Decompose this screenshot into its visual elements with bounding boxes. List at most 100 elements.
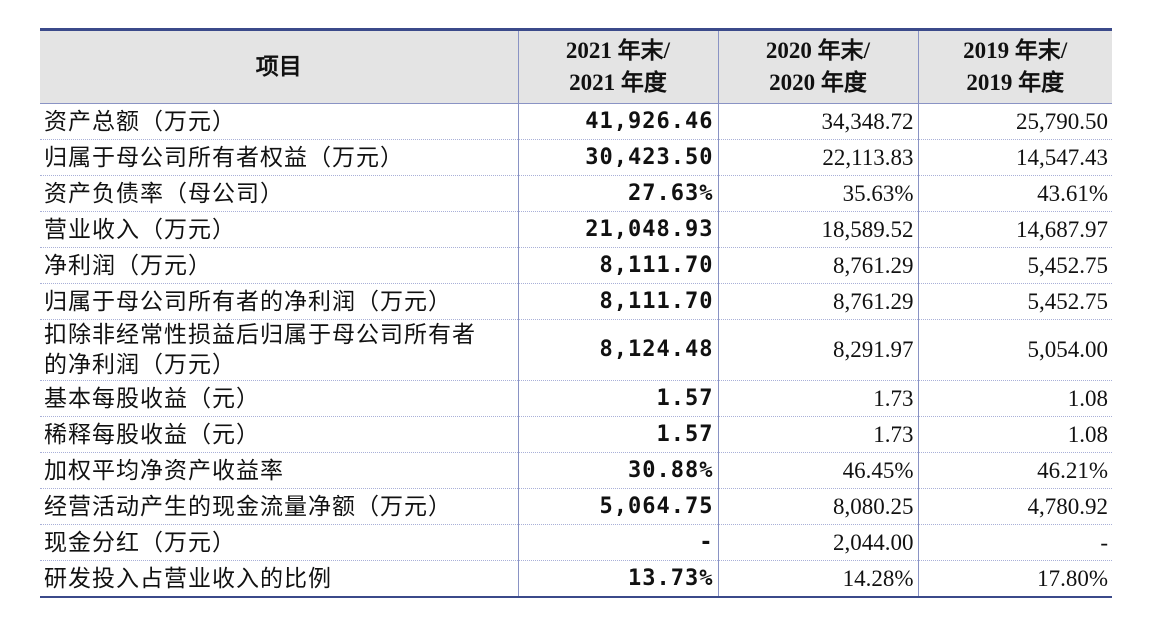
value-cell: 1.57 [517,380,718,417]
header-row: 项目 2021 年末/2021 年度 2020 年末/2020 年度 2019 年末/… [40,29,1112,104]
cell-text: 经营活动产生的现金流量净额（万元） [44,493,452,519]
value-cell: 1.57 [517,416,718,453]
value-cell: - [517,524,718,561]
header-cell: 项目 [40,29,518,104]
value-cell: 17.80% [917,560,1112,598]
cell-text: 21,048.93 [585,216,714,242]
table-row: 稀释每股收益（元） 1.57 1.73 1.08 [40,416,1112,453]
value-cell: 14.28% [717,560,918,598]
cell-text: 扣除非经常性损益后归属于母公司所有者的净利润（万元） [44,322,476,377]
cell-text: 1.57 [656,421,714,447]
row-label: 资产负债率（母公司） [40,175,518,212]
cell-text: 30.88% [628,457,714,483]
value-cell: 8,291.97 [717,319,918,381]
cell-text: 13.73% [628,565,714,591]
cell-text: 8,080.25 [833,493,914,519]
value-cell: 5,452.75 [917,283,1112,320]
table-row: 扣除非经常性损益后归属于母公司所有者的净利润（万元） 8,124.48 8,291.… [40,319,1112,381]
cell-text: 4,780.92 [1027,493,1109,519]
header-text: 2020 年度 [769,70,867,95]
cell-text: 5,452.75 [1027,252,1109,278]
value-cell: 43.61% [917,175,1112,212]
cell-text: 34,348.72 [821,108,914,134]
value-cell: 41,926.46 [517,103,718,140]
cell-text: 8,761.29 [833,288,914,314]
cell-text: 27.63% [628,180,714,206]
table-row: 加权平均净资产收益率 30.88% 46.45% 46.21% [40,452,1112,489]
cell-text: 资产总额（万元） [44,108,236,134]
cell-text: 1.73 [873,385,914,411]
cell-text: 22,113.83 [822,144,914,170]
value-cell: 5,064.75 [517,488,718,525]
row-label: 营业收入（万元） [40,211,518,248]
table-row: 研发投入占营业收入的比例 13.73% 14.28% 17.80% [40,560,1112,598]
cell-text: 30,423.50 [585,144,714,170]
table-row: 基本每股收益（元） 1.57 1.73 1.08 [40,380,1112,417]
cell-text: 14,547.43 [1016,144,1108,170]
value-cell: 8,111.70 [517,283,718,320]
cell-text: 17.80% [1037,565,1108,591]
value-cell: 34,348.72 [717,103,918,140]
value-cell: 5,452.75 [917,247,1112,284]
cell-text: 研发投入占营业收入的比例 [44,565,332,591]
cell-text: 归属于母公司所有者权益（万元） [44,144,404,170]
row-label: 现金分红（万元） [40,524,518,561]
cell-text: 资产负债率（母公司） [44,180,284,206]
value-cell: 1.08 [917,416,1112,453]
value-cell: - [917,524,1112,561]
row-label: 归属于母公司所有者的净利润（万元） [40,283,518,320]
cell-text: 基本每股收益（元） [44,385,260,411]
value-cell: 30,423.50 [517,139,718,176]
table-row: 归属于母公司所有者的净利润（万元） 8,111.70 8,761.29 5,452.7… [40,283,1112,320]
cell-text: 5,054.00 [1027,337,1109,362]
header-text: 2021 年度 [569,70,667,95]
financial-table: 项目 2021 年末/2021 年度 2020 年末/2020 年度 2019 年末/… [40,28,1112,598]
table-row: 现金分红（万元） - 2,044.00 - [40,524,1112,561]
cell-text: 35.63% [842,180,914,206]
cell-text: 净利润（万元） [44,252,212,278]
row-label: 稀释每股收益（元） [40,416,518,453]
cell-text: 18,589.52 [821,216,914,242]
header-text: 2021 年末/ [565,38,671,63]
cell-text: 1.08 [1067,421,1108,447]
header-text: 2020 年末/ [765,38,871,63]
table-row: 营业收入（万元） 21,048.93 18,589.52 14,687.97 [40,211,1112,248]
cell-text: 现金分红（万元） [44,529,236,555]
cell-text: 加权平均净资产收益率 [44,457,284,483]
header-cell: 2021 年末/2021 年度 [517,29,718,104]
cell-text: 25,790.50 [1016,108,1108,134]
row-label: 扣除非经常性损益后归属于母公司所有者的净利润（万元） [40,319,518,381]
cell-text: 稀释每股收益（元） [44,421,260,447]
header-text: 2019 年末/ [963,38,1068,63]
cell-text: - [699,529,714,555]
value-cell: 21,048.93 [517,211,718,248]
cell-text: 41,926.46 [585,108,714,134]
table-header: 项目 2021 年末/2021 年度 2020 年末/2020 年度 2019 年末/… [40,29,1112,104]
value-cell: 4,780.92 [917,488,1112,525]
row-label: 加权平均净资产收益率 [40,452,518,489]
table-row: 资产总额（万元） 41,926.46 34,348.72 25,790.50 [40,103,1112,140]
value-cell: 30.88% [517,452,718,489]
cell-text: 2,044.00 [833,529,914,555]
value-cell: 35.63% [717,175,918,212]
table-row: 资产负债率（母公司） 27.63% 35.63% 43.61% [40,175,1112,212]
value-cell: 46.45% [717,452,918,489]
cell-text: 5,064.75 [599,493,714,519]
value-cell: 8,111.70 [517,247,718,284]
cell-text: 43.61% [1037,180,1108,206]
cell-text: 8,124.48 [599,337,714,362]
value-cell: 2,044.00 [717,524,918,561]
row-label: 归属于母公司所有者权益（万元） [40,139,518,176]
cell-text: 8,291.97 [833,337,914,362]
value-cell: 8,761.29 [717,247,918,284]
table-row: 净利润（万元） 8,111.70 8,761.29 5,452.75 [40,247,1112,284]
cell-text: 1.08 [1067,385,1108,411]
table-body: 资产总额（万元） 41,926.46 34,348.72 25,790.50 归属于母公… [40,103,1112,598]
value-cell: 8,761.29 [717,283,918,320]
cell-text: 8,111.70 [599,252,714,278]
value-cell: 1.73 [717,416,918,453]
row-label: 基本每股收益（元） [40,380,518,417]
cell-text: 8,761.29 [833,252,914,278]
cell-text: 46.45% [842,457,914,483]
